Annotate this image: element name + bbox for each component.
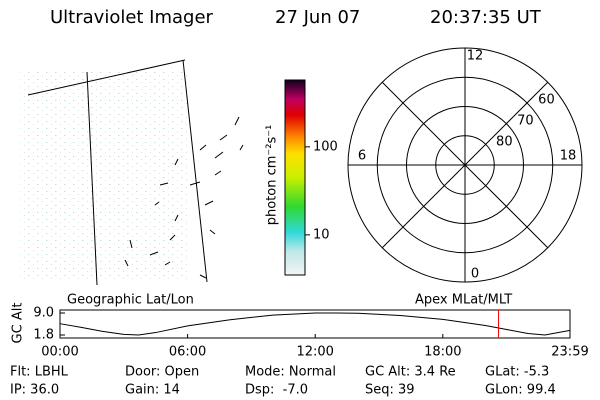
- map: [20, 59, 244, 286]
- status-field: Flt: LBHL: [10, 365, 69, 380]
- status-field: Gain: 14: [125, 383, 180, 398]
- status-field: IP: 36.0: [10, 383, 59, 398]
- colorbar: [284, 79, 306, 276]
- right-label: Apex MLat/MLT: [415, 293, 512, 308]
- y-axis-label: GC Alt: [11, 303, 26, 344]
- time: 20:37:35 UT: [430, 7, 542, 28]
- colorbar-label: photon cm⁻²s⁻¹: [265, 125, 280, 226]
- status-field: Mode: Normal: [245, 365, 336, 380]
- polar-frame: [348, 48, 582, 282]
- left-label: Geographic Lat/Lon: [67, 293, 194, 308]
- status-field: Door: Open: [125, 365, 199, 380]
- alt-line: [59, 312, 571, 336]
- lat-label: 70: [517, 113, 534, 128]
- date: 27 Jun 07: [275, 7, 360, 28]
- polar-outer: [347, 47, 583, 283]
- lat-label: 60: [538, 92, 555, 107]
- x-tick-label: 18:00: [424, 345, 461, 360]
- x-tick-label: 12:00: [296, 345, 333, 360]
- mlt-label: 0: [471, 267, 479, 282]
- colorbar-tick-label: 10: [313, 227, 330, 242]
- status-field: GC Alt: 3.4 Re: [365, 365, 456, 380]
- mlt-label: 12: [467, 49, 484, 64]
- alt-frame: [59, 309, 571, 339]
- x-tick-label: 00:00: [41, 345, 78, 360]
- lat-label: 80: [496, 134, 513, 149]
- status-field: Dsp: -7.0: [245, 383, 308, 398]
- lat-ring: [376, 76, 554, 254]
- instrument: Ultraviolet Imager: [50, 7, 214, 28]
- status-field: Seq: 39: [365, 383, 415, 398]
- x-tick-label: 23:59: [551, 345, 588, 360]
- status-field: GLat: -5.3: [485, 365, 549, 380]
- colorbar-tick-label: 100: [313, 139, 338, 154]
- mlt-label: 18: [560, 149, 577, 164]
- mlt-label: 6: [358, 149, 366, 164]
- status-field: GLon: 99.4: [485, 383, 556, 398]
- lat-ring: [406, 106, 524, 224]
- y-tick-label: 9.0: [33, 306, 54, 321]
- x-tick-label: 06:00: [169, 345, 206, 360]
- y-tick-label: 1.8: [33, 328, 54, 343]
- lat-ring: [435, 135, 495, 195]
